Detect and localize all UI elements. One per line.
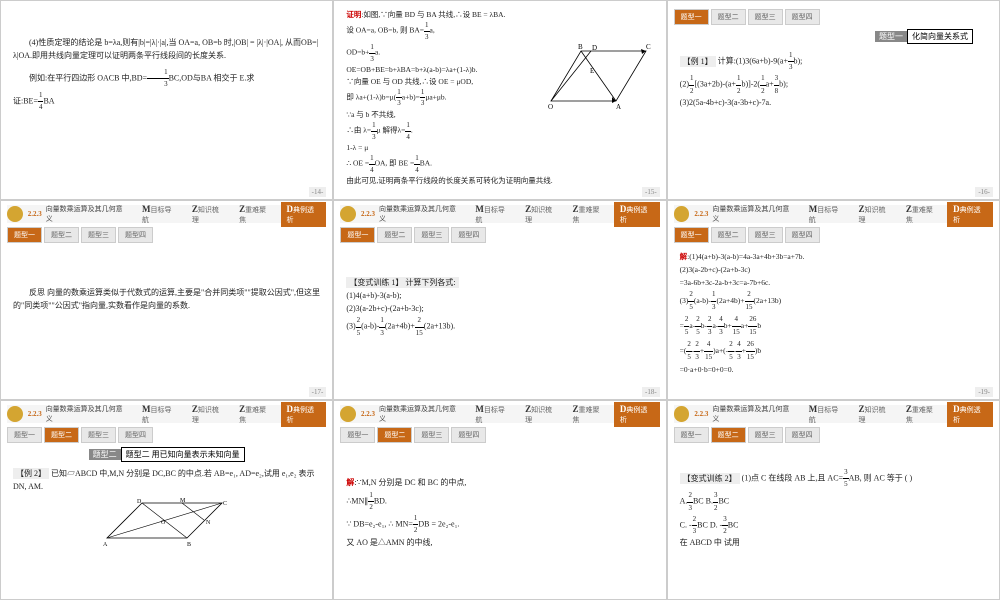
page-num-15: -15-	[642, 187, 660, 197]
topic-box-wrap: 题型一化简向量关系式	[694, 29, 973, 44]
tabs-22: 题型一 题型二 题型三 题型四	[674, 427, 993, 443]
page-14: (4)性质定理的结论是 b=λa,则有|b|=|λ|·|a|,当 OA=a, O…	[0, 0, 333, 200]
svg-text:B: B	[187, 542, 191, 548]
content-19: 解:(1)4(a+b)-3(a-b)=4a-3a+4b+3b=a+7b. (2)…	[674, 247, 993, 380]
p14-1: (4)性质定理的结论是 b=λa,则有|b|=|λ|·|a|,当 OA=a, O…	[13, 37, 320, 63]
nav-d[interactable]: D典例透析	[947, 202, 993, 227]
tab-2[interactable]: 题型二	[44, 227, 79, 243]
tabs-19: 题型一 题型二 题型三 题型四	[674, 227, 993, 243]
nav-m[interactable]: M目标导航	[803, 202, 851, 227]
nav-badge-icon	[674, 406, 690, 422]
nav-z1[interactable]: Z知识梳理	[852, 202, 897, 227]
example-1-label: 【例 1】	[680, 56, 716, 67]
p14-2: 例如:在平行四边形 OACB 中,BD=13BC,OD与BA 相交于 E.求	[13, 67, 320, 90]
svg-text:N: N	[206, 520, 211, 526]
tab-3[interactable]: 题型三	[81, 227, 116, 243]
navbar-21: 2.2.3 向量数乘运算及其几何意义 M目标导航 Z知识梳理 Z重难聚焦 D典例…	[340, 405, 659, 423]
svg-text:M: M	[180, 498, 186, 504]
svg-text:A: A	[103, 542, 108, 548]
nav-badge-icon	[340, 206, 356, 222]
parallelogram-mn-diagram: A B C D M N O	[97, 498, 237, 548]
tab-4[interactable]: 题型四	[785, 9, 820, 25]
page-15: 证明:如图,∵向量 BD 与 BA 共线,∴设 BE = λBA. 设 OA=a…	[333, 0, 666, 200]
topic-2-title: 题型二 用已知向量表示未知向量	[121, 447, 245, 462]
page-21: 2.2.3 向量数乘运算及其几何意义 M目标导航 Z知识梳理 Z重难聚焦 D典例…	[333, 400, 666, 600]
tab-2[interactable]: 题型二	[711, 9, 746, 25]
svg-text:O: O	[161, 520, 166, 526]
content-22: 【变式训练 2】 (1)点 C 在线段 AB 上,且 AC=35AB, 则 AC…	[674, 463, 993, 554]
nav-z1[interactable]: Z知识梳理	[186, 202, 231, 227]
content-18: 【变式训练 1】 计算下列各式: (1)4(a+b)-3(a-b); (2)3(…	[340, 273, 659, 343]
variant-2-label: 【变式训练 2】	[680, 473, 740, 484]
content-21: 解:∵M,N 分别是 DC 和 BC 的中点, ∴MN∥12BD. ∵ DB=e…	[340, 473, 659, 553]
svg-text:C: C	[646, 43, 651, 51]
navbar-19: 2.2.3 向量数乘运算及其几何意义 M目标导航 Z知识梳理 Z重难聚焦 D典例…	[674, 205, 993, 223]
nav-d[interactable]: D典例透析	[614, 202, 660, 227]
content-20: 【例 2】 已知▱ABCD 中,M,N 分别是 DC,BC 的中点.若 AB=e…	[7, 464, 326, 556]
tabs-20: 题型一 题型二 题型三 题型四	[7, 427, 326, 443]
nav-z2[interactable]: Z重难聚焦	[566, 202, 611, 227]
svg-text:C: C	[223, 501, 227, 507]
page-17: 2.2.3 向量数乘运算及其几何意义 M目标导航 Z知识梳理 Z重难聚焦 D典例…	[0, 200, 333, 400]
nav-z2[interactable]: Z重难聚焦	[233, 202, 278, 227]
nav-z2[interactable]: Z重难聚焦	[900, 202, 945, 227]
page-19: 2.2.3 向量数乘运算及其几何意义 M目标导航 Z知识梳理 Z重难聚焦 D典例…	[667, 200, 1000, 400]
tab-1[interactable]: 题型一	[674, 9, 709, 25]
page-num-17: -17-	[309, 387, 327, 397]
navbar-22: 2.2.3 向量数乘运算及其几何意义 M目标导航 Z知识梳理 Z重难聚焦 D典例…	[674, 405, 993, 423]
page-20: 2.2.3 向量数乘运算及其几何意义 M目标导航 Z知识梳理 Z重难聚焦 D典例…	[0, 400, 333, 600]
svg-text:D: D	[592, 44, 597, 52]
page-18: 2.2.3 向量数乘运算及其几何意义 M目标导航 Z知识梳理 Z重难聚焦 D典例…	[333, 200, 666, 400]
page-num-16: -16-	[975, 187, 993, 197]
nav-badge-icon	[674, 206, 690, 222]
content-17: 反思 向量的数乘运算类似于代数式的运算,主要是"合并同类项""提取公因式",但这…	[7, 283, 326, 317]
page-num-19: -19-	[975, 387, 993, 397]
nav-m[interactable]: M目标导航	[136, 202, 184, 227]
nav-badge-icon	[340, 406, 356, 422]
navbar-17: 2.2.3 向量数乘运算及其几何意义 M目标导航 Z知识梳理 Z重难聚焦 D典例…	[7, 205, 326, 223]
svg-text:B: B	[578, 43, 583, 51]
nav-m[interactable]: M目标导航	[469, 202, 517, 227]
proof-label: 证明	[346, 10, 361, 19]
tabs-18: 题型一 题型二 题型三 题型四	[340, 227, 659, 243]
page-num-14: -14-	[309, 187, 327, 197]
page-16: 题型一 题型二 题型三 题型四 题型一化简向量关系式 【例 1】 计算:(1)3…	[667, 0, 1000, 200]
svg-text:D: D	[137, 499, 142, 505]
tabs-16: 题型一 题型二 题型三 题型四	[674, 9, 993, 25]
page-num-18: -18-	[642, 387, 660, 397]
tab-4[interactable]: 题型四	[118, 227, 153, 243]
content-16: 【例 1】 计算:(1)3(6a+b)-9(a+13b); (2)12[(3a+…	[674, 46, 993, 114]
p14-3: 证:BE=14BA	[13, 90, 320, 113]
parallelogram-diagram: O A B C D E	[546, 41, 656, 111]
tab-1[interactable]: 题型一	[7, 227, 42, 243]
content-14: (4)性质定理的结论是 b=λa,则有|b|=|λ|·|a|,当 OA=a, O…	[7, 33, 326, 117]
example-2-label: 【例 2】	[13, 468, 49, 479]
navbar-20: 2.2.3 向量数乘运算及其几何意义 M目标导航 Z知识梳理 Z重难聚焦 D典例…	[7, 405, 326, 423]
variant-1-label: 【变式训练 1】 计算下列各式:	[346, 277, 458, 288]
nav-title: 向量数乘运算及其几何意义	[46, 204, 128, 224]
svg-text:A: A	[616, 103, 621, 111]
nav-z1[interactable]: Z知识梳理	[519, 202, 564, 227]
topic-title: 化简向量关系式	[907, 29, 973, 44]
navbar-18: 2.2.3 向量数乘运算及其几何意义 M目标导航 Z知识梳理 Z重难聚焦 D典例…	[340, 205, 659, 223]
tab-3[interactable]: 题型三	[748, 9, 783, 25]
nav-d[interactable]: D典例透析	[281, 202, 327, 227]
tabs-21: 题型一 题型二 题型三 题型四	[340, 427, 659, 443]
svg-text:O: O	[548, 103, 553, 111]
page-22: 2.2.3 向量数乘运算及其几何意义 M目标导航 Z知识梳理 Z重难聚焦 D典例…	[667, 400, 1000, 600]
svg-text:E: E	[590, 67, 594, 75]
nav-section: 2.2.3	[28, 210, 42, 218]
topic-label: 题型一	[875, 31, 907, 42]
nav-badge-icon	[7, 206, 23, 222]
nav-badge-icon	[7, 406, 23, 422]
tabs-17: 题型一 题型二 题型三 题型四	[7, 227, 326, 243]
topic-box-wrap-20: 题型二题型二 用已知向量表示未知向量	[9, 447, 324, 462]
p17: 反思 向量的数乘运算类似于代数式的运算,主要是"合并同类项""提取公因式",但这…	[13, 287, 320, 313]
